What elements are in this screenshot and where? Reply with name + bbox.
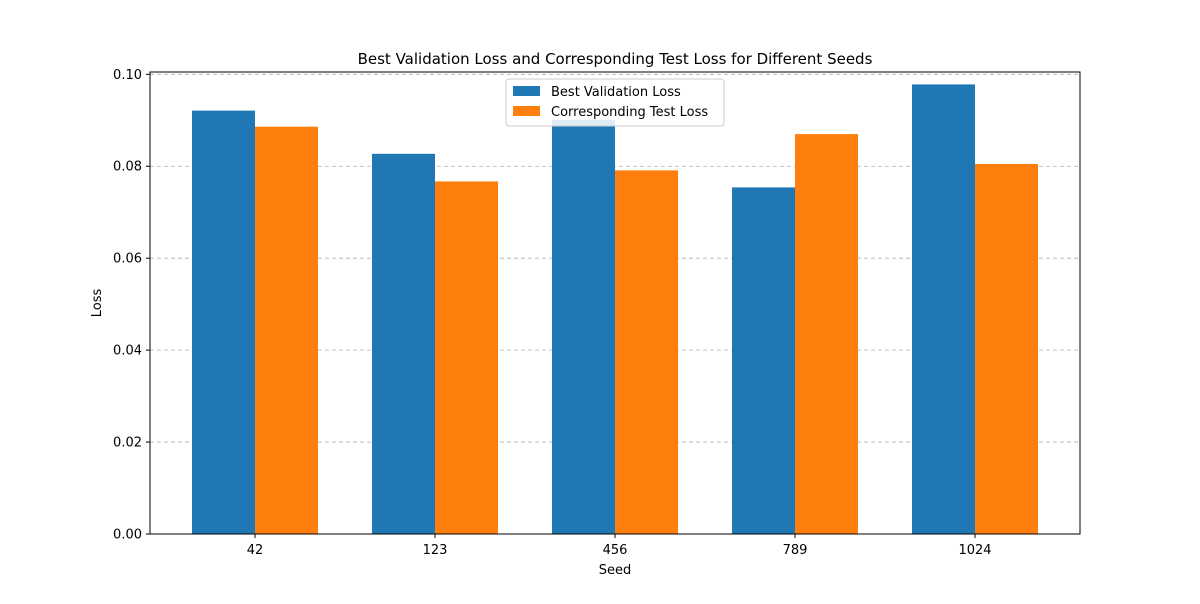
bar-test-loss xyxy=(435,181,498,535)
y-tick-label: 0.10 xyxy=(113,68,142,83)
legend-label-test: Corresponding Test Loss xyxy=(551,105,708,120)
y-axis-ticks: 0.00 0.02 0.04 0.06 0.08 0.10 xyxy=(113,68,150,543)
legend-box xyxy=(505,78,725,127)
y-axis-label: Loss xyxy=(90,289,105,318)
bar-test-loss xyxy=(795,134,858,535)
bars xyxy=(192,84,1038,535)
y-tick-label: 0.06 xyxy=(113,252,142,267)
bar-test-loss xyxy=(255,126,318,535)
bar-test-loss xyxy=(975,163,1038,534)
bar-validation-loss xyxy=(912,84,975,535)
bar-test-loss xyxy=(615,170,678,535)
x-tick-label: 123 xyxy=(423,543,448,558)
y-tick-label: 0.00 xyxy=(113,528,142,543)
x-axis-label: Seed xyxy=(599,563,632,578)
legend-swatch-test xyxy=(513,106,540,116)
legend-label-validation: Best Validation Loss xyxy=(551,85,681,100)
y-tick-label: 0.04 xyxy=(113,344,142,359)
x-tick-label: 42 xyxy=(247,543,264,558)
x-tick-label: 789 xyxy=(783,543,808,558)
y-tick-label: 0.08 xyxy=(113,160,142,175)
x-tick-label: 1024 xyxy=(958,543,991,558)
chart-title: Best Validation Loss and Corresponding T… xyxy=(358,50,873,68)
bar-validation-loss xyxy=(372,153,435,535)
x-tick-label: 456 xyxy=(603,543,628,558)
x-axis-ticks: 42 123 456 789 1024 xyxy=(247,534,992,558)
bar-validation-loss xyxy=(192,110,255,534)
legend: Best Validation Loss Corresponding Test … xyxy=(505,78,725,127)
legend-swatch-validation xyxy=(513,86,540,96)
bar-validation-loss xyxy=(552,119,615,534)
y-tick-label: 0.02 xyxy=(113,436,142,451)
bar-validation-loss xyxy=(732,187,795,534)
